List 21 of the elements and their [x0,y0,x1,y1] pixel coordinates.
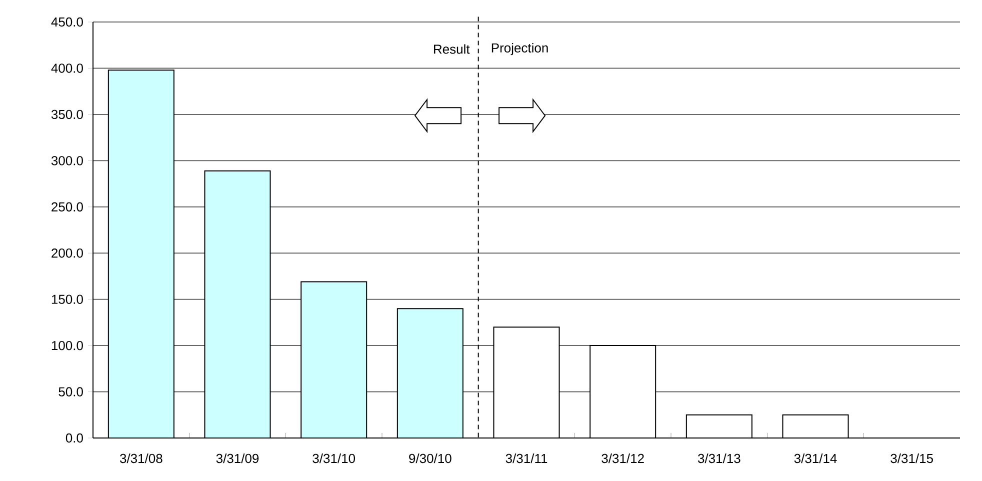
y-tick-label: 0.0 [66,433,83,443]
y-tick-label: 100.0 [52,340,83,350]
y-tick-label: 400.0 [51,64,83,73]
y-tick-label: 300.0 [51,156,83,166]
annotation: Result [434,44,470,54]
x-tick-label: 3/31/15 [890,454,933,464]
y-tick-label: 50.0 [58,387,83,396]
y-tick-label: 200.0 [52,248,83,258]
x-tick-label: 3/31/13 [698,454,740,464]
x-tick-label: 3/31/09 [216,454,259,464]
x-tick-label: 3/31/10 [312,454,356,464]
x-tick-label: 9/30/10 [409,454,452,464]
x-tick-label: 3/31/14 [794,454,837,464]
x-tick-label: 3/31/08 [120,454,162,464]
y-tick-label: 150.0 [52,294,83,304]
annotation: Projection [492,42,548,56]
x-tick-label: 3/31/12 [602,454,644,464]
x-tick-label: 3/31/11 [506,454,548,464]
y-tick-label: 250.0 [52,202,83,212]
y-tick-label: 450.0 [51,17,83,27]
y-tick-label: 350.0 [51,110,83,120]
